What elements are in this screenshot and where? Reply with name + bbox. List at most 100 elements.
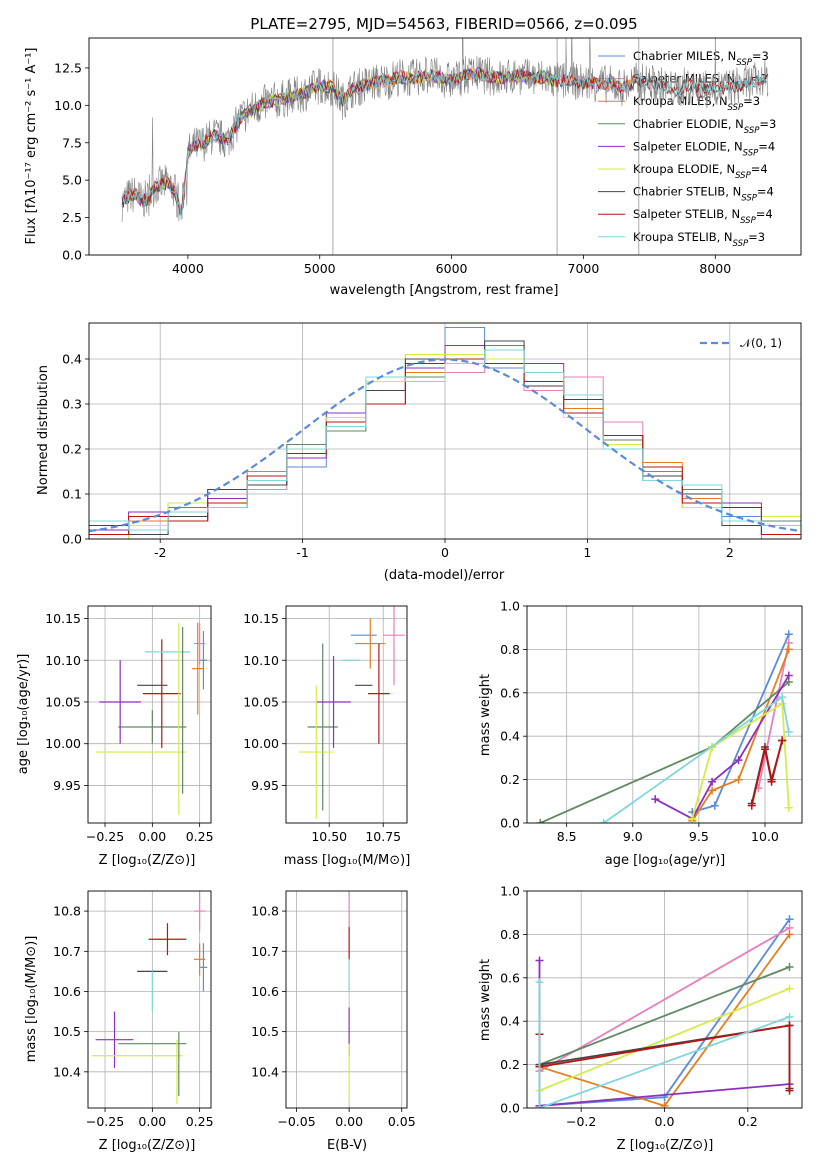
x-tick-label: 0.00 <box>138 1114 166 1129</box>
x-tick-label: 10.0 <box>751 829 779 844</box>
x-tick-label: 4000 <box>172 261 204 276</box>
y-tick-label: 0.0 <box>500 816 520 831</box>
mass-vs-metallicity-panel: Z [log₁₀(Z/Z⊙)] mass [log₁₀(M/M⊙)] −0.25… <box>24 890 214 1153</box>
y-tick-label: 0.4 <box>62 352 82 367</box>
x-tick-label: 0 <box>441 545 449 560</box>
weight-marker <box>651 795 660 804</box>
point-8 <box>368 643 390 744</box>
weight-age-xlabel: age [log₁₀(age/yr)] <box>605 853 726 868</box>
weight-marker <box>784 630 793 639</box>
residuals-panel: (data-model)/error Normed distribution 𝒩… <box>36 322 802 583</box>
plot-frame <box>88 37 802 256</box>
x-tick-label: 0.25 <box>186 829 214 844</box>
residuals-xlabel: (data-model)/error <box>384 568 505 583</box>
weight-line <box>539 966 790 1066</box>
y-tick-label: 0.0 <box>62 532 82 547</box>
plot-frame <box>285 890 408 1109</box>
weight-age-ylabel: mass weight <box>478 674 493 756</box>
x-tick-label: 2 <box>726 545 734 560</box>
x-tick-label: −0.25 <box>86 829 124 844</box>
weight-line <box>538 982 790 1108</box>
weight-line <box>757 642 790 789</box>
residuals-ylabel: Normed distribution <box>36 365 51 495</box>
weight-vs-metallicity-panel: Z [log₁₀(Z/Z⊙)] mass weight −0.2 0.0 0.2 0.… <box>478 884 803 1153</box>
legend-subscript: SSP <box>741 194 757 204</box>
weight-marker <box>760 745 769 754</box>
point-1 <box>199 631 208 690</box>
y-tick-label: 1.0 <box>500 884 520 899</box>
age-mass-xlabel: mass [log₁₀(M/M⊙)] <box>284 853 411 868</box>
y-tick-label: 0.0 <box>62 248 82 263</box>
x-tick-label: 5000 <box>304 261 336 276</box>
plot-frame <box>285 605 408 824</box>
normal-legend-label: 𝒩(0, 1) <box>740 336 782 350</box>
histogram-9 <box>89 349 801 531</box>
y-tick-label: 0.2 <box>500 1057 520 1072</box>
weight-marker <box>536 819 545 823</box>
y-tick-label: 10.05 <box>45 694 81 709</box>
model-spectrum-9 <box>121 68 769 221</box>
weight-marker <box>778 693 787 702</box>
weight-marker <box>734 756 743 765</box>
weight-marker <box>708 777 717 786</box>
mass-ebv-xlabel: E(B-V) <box>327 1138 367 1153</box>
legend-subscript: SSP <box>736 58 752 68</box>
y-tick-label: 10.8 <box>251 904 279 919</box>
x-tick-label: 6000 <box>436 261 468 276</box>
mass-Z-ylabel: mass [log₁₀(M/M⊙)] <box>24 936 39 1063</box>
y-tick-label: 10.5 <box>251 1024 279 1039</box>
y-tick-label: 10.7 <box>53 944 81 959</box>
point-5 <box>99 660 141 744</box>
weight-marker <box>767 777 776 786</box>
x-tick-label: 0.25 <box>186 1114 214 1129</box>
plot-frame <box>87 890 212 1109</box>
weight-Z-ylabel: mass weight <box>478 959 493 1041</box>
weight-line <box>539 927 790 1072</box>
legend-subscript: SSP <box>733 239 749 249</box>
x-tick-label: −0.2 <box>566 1114 596 1129</box>
point-2 <box>193 622 206 665</box>
weight-lines <box>535 915 794 1108</box>
weight-marker <box>734 775 743 784</box>
weight-marker <box>785 915 794 924</box>
x-tick-label: −0.25 <box>86 1114 124 1129</box>
y-tick-label: 2.5 <box>62 210 82 225</box>
legend-value: =3 <box>752 49 769 63</box>
legend-value: =3 <box>743 94 760 108</box>
mass-vs-extinction-panel: E(B-V) −0.05 0.00 0.05 10.4 10.5 10.6 10.7 10.8 <box>251 890 416 1153</box>
y-tick-label: 10.5 <box>53 1024 81 1039</box>
weight-series-9 <box>535 978 794 1108</box>
error-bars <box>91 891 208 1104</box>
point-2 <box>193 891 206 932</box>
weight-line <box>691 649 790 822</box>
x-tick-label: −0.05 <box>277 1114 315 1129</box>
residuals-legend: 𝒩(0, 1) <box>700 336 782 350</box>
y-tick-label: 10.05 <box>243 694 279 709</box>
x-tick-label: 0.00 <box>335 1114 363 1129</box>
plot-frame <box>88 322 802 540</box>
legend-label: Salpeter ELODIE, NSSP=4 <box>633 139 775 158</box>
y-tick-label: 10.00 <box>243 736 279 751</box>
weight-marker <box>784 645 793 654</box>
y-tick-label: 0.6 <box>500 970 520 985</box>
weight-marker <box>535 956 544 965</box>
x-tick-label: -2 <box>154 545 166 560</box>
weight-marker <box>784 803 793 812</box>
y-tick-label: 10.00 <box>45 736 81 751</box>
y-tick-label: 10.0 <box>54 98 82 113</box>
legend-label: Kroupa MILES, NSSP=3 <box>633 94 760 113</box>
point-1 <box>199 943 208 992</box>
age-Z-xlabel: Z [log₁₀(Z/Z⊙)] <box>99 853 196 868</box>
weight-vs-age-panel: age [log₁₀(age/yr)] mass weight 8.5 9.0 9.… <box>478 599 803 868</box>
weight-marker <box>535 978 544 987</box>
legend-subscript: SSP <box>740 216 756 226</box>
legend-subscript: SSP <box>744 126 760 136</box>
x-tick-label: 0.2 <box>738 1114 758 1129</box>
y-tick-label: 10.6 <box>251 984 279 999</box>
age-vs-metallicity-panel: Z [log₁₀(Z/Z⊙)] age [log₁₀(age/yr)] −0.2… <box>16 605 214 868</box>
legend-subscript: SSP <box>728 103 744 113</box>
point-8 <box>142 639 181 748</box>
legend-subscript: SSP <box>743 148 759 158</box>
x-tick-label: 0.00 <box>138 829 166 844</box>
error-bars <box>298 606 405 819</box>
